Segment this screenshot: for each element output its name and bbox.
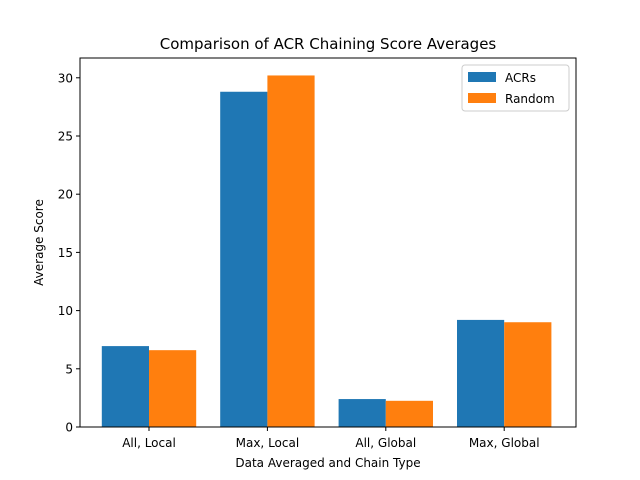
bar-random-2 (385, 400, 433, 427)
legend-swatch-acrs (468, 72, 496, 82)
plot-frame (79, 57, 577, 428)
x-tick-label: Max, Local (236, 436, 300, 450)
bar-acrs-0 (101, 346, 149, 427)
x-axis-label: Data Averaged and Chain Type (235, 456, 420, 470)
y-tick-label: 30 (58, 71, 73, 85)
legend-swatch-random (468, 93, 496, 103)
y-tick-label: 0 (65, 421, 73, 435)
y-tick-label: 5 (65, 362, 73, 376)
bar-acrs-3 (457, 319, 505, 427)
bar-random-3 (504, 322, 552, 427)
y-tick-label: 10 (58, 304, 73, 318)
bar-acrs-1 (220, 91, 268, 428)
y-tick-label: 15 (58, 246, 73, 260)
bar-acrs-2 (338, 399, 386, 427)
y-tick-label: 25 (58, 129, 73, 143)
bars-group (101, 75, 552, 428)
y-axis-label: Average Score (32, 199, 46, 286)
chart-title: Comparison of ACR Chaining Score Average… (160, 35, 497, 53)
x-tick-label: All, Global (355, 436, 416, 450)
bar-random-0 (149, 350, 197, 427)
y-tick-label: 20 (58, 188, 73, 202)
x-tick-label: All, Local (122, 436, 176, 450)
bar-random-1 (267, 75, 315, 427)
y-axis: 0 5 10 15 20 25 30 (58, 71, 80, 435)
legend: ACRs Random (461, 64, 570, 112)
legend-label-acrs: ACRs (505, 71, 536, 85)
legend-label-random: Random (505, 92, 555, 106)
x-tick-label: Max, Global (469, 436, 540, 450)
x-axis: All, Local Max, Local All, Global Max, Glob… (122, 427, 540, 450)
